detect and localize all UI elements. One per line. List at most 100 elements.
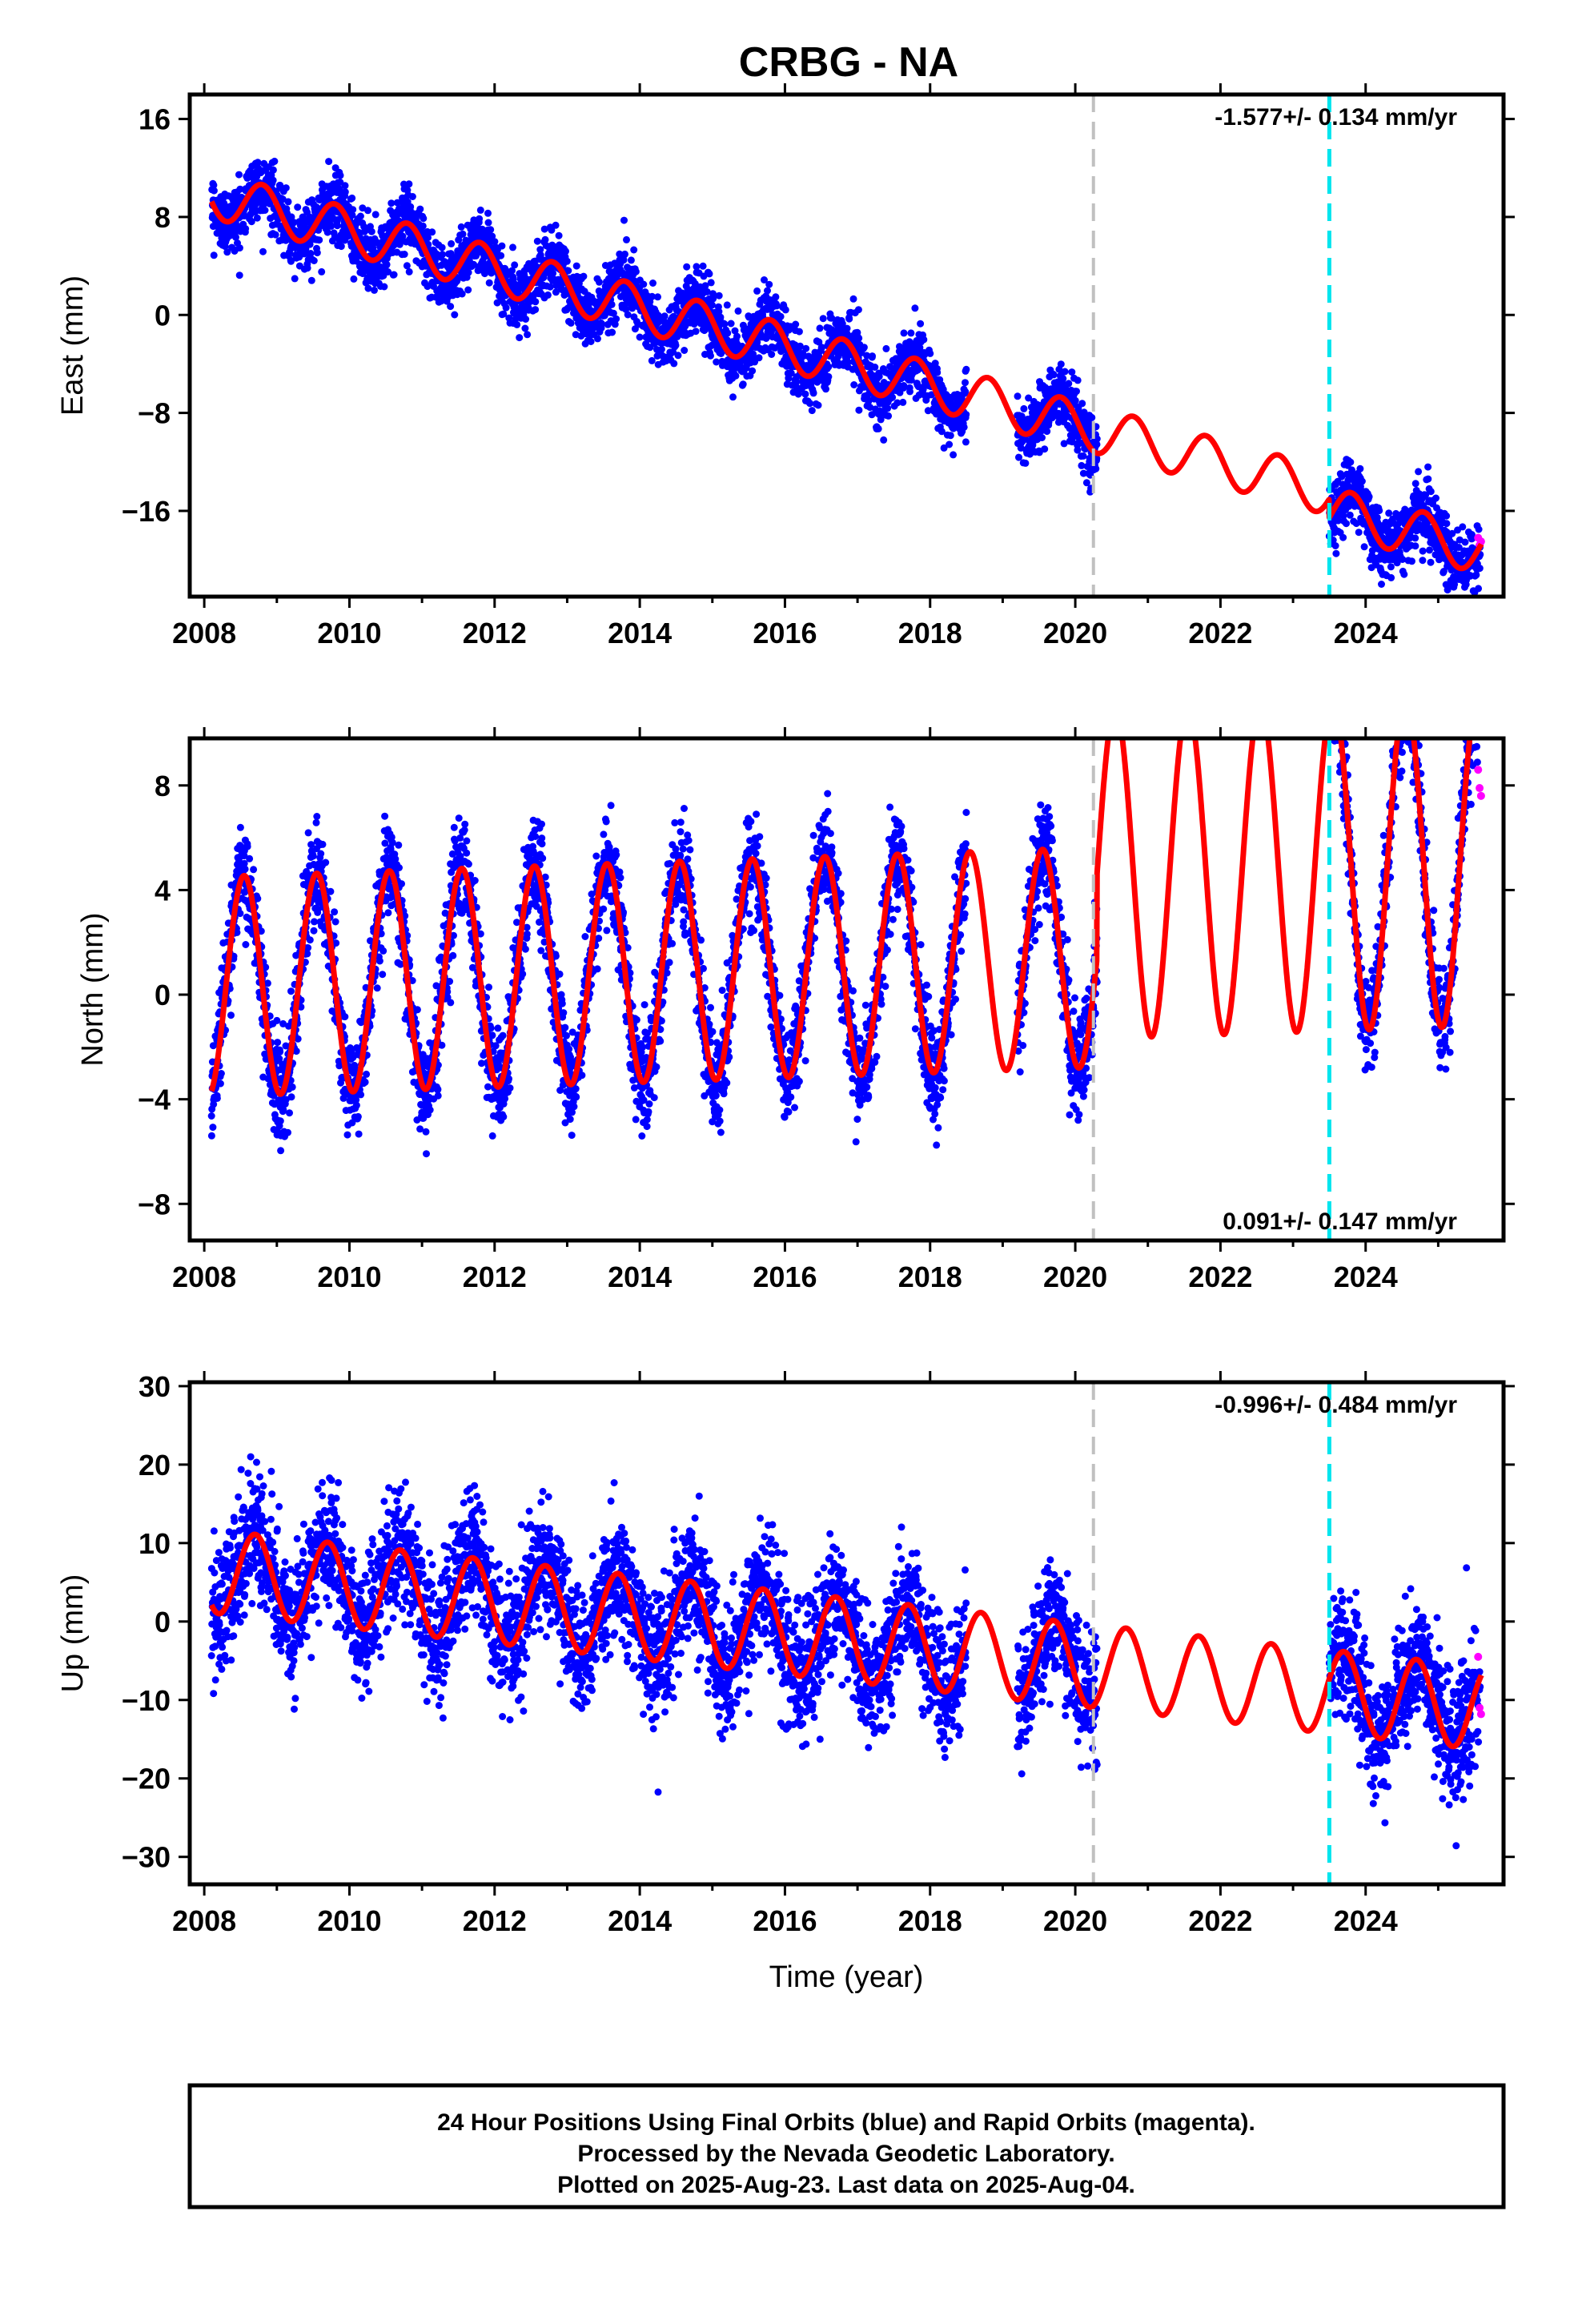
final-orbit-point-1059 xyxy=(447,303,455,311)
final-orbit-point-3333 xyxy=(962,388,970,396)
final-orbit-point-1827 xyxy=(620,256,628,264)
final-orbit-point-1499 xyxy=(544,291,552,299)
final-orbit-point-1656 xyxy=(580,272,588,280)
final-orbit-point-1487 xyxy=(541,235,549,243)
final-orbit-point-3372 xyxy=(1022,459,1030,467)
final-orbit-point-201 xyxy=(254,895,262,903)
final-orbit-point-1532 xyxy=(552,221,560,229)
final-orbit-point-4211 xyxy=(1443,512,1451,520)
x-tick-label: 2018 xyxy=(898,617,962,649)
final-orbit-point-1839 xyxy=(623,235,630,243)
final-orbit-point-2391 xyxy=(749,367,757,375)
final-orbit-point-886 xyxy=(407,203,415,211)
final-orbit-point-4030 xyxy=(1400,570,1408,578)
final-orbit-point-44 xyxy=(216,1080,224,1088)
final-orbit-point-484 xyxy=(318,267,326,275)
final-orbit-point-1690 xyxy=(587,338,595,345)
final-orbit-point-1484 xyxy=(540,225,548,233)
final-orbit-point-286 xyxy=(273,1016,281,1024)
final-orbit-point-3828 xyxy=(1356,464,1364,472)
final-orbit-point-2252 xyxy=(717,313,725,321)
final-orbit-point-1507 xyxy=(546,283,554,291)
final-orbit-point-4095 xyxy=(1415,468,1423,476)
final-orbit-point-2820 xyxy=(843,324,851,332)
x-tick-label: 2022 xyxy=(1188,617,1252,649)
final-orbit-point-2091 xyxy=(681,347,689,354)
final-orbit-point-660 xyxy=(356,212,364,220)
final-orbit-point-619 xyxy=(348,194,356,202)
final-orbit-point-1734 xyxy=(598,320,606,328)
final-orbit-point-1582 xyxy=(563,257,571,265)
final-orbit-point-4132 xyxy=(1424,463,1432,471)
final-orbit-point-1871 xyxy=(630,246,638,254)
final-orbit-point-2726 xyxy=(822,385,829,393)
final-orbit-point-1337 xyxy=(508,267,516,275)
final-orbit-point-4298 xyxy=(1463,601,1470,609)
final-orbit-point-147 xyxy=(242,225,250,233)
final-orbit-point-2931 xyxy=(869,352,876,360)
final-orbit-point-10 xyxy=(210,187,218,195)
final-orbit-point-47 xyxy=(217,1070,225,1077)
final-orbit-point-3332 xyxy=(962,379,969,387)
final-orbit-point-965 xyxy=(424,234,432,242)
final-orbit-point-2852 xyxy=(850,381,858,388)
final-orbit-point-512 xyxy=(323,228,331,236)
final-orbit-point-2637 xyxy=(802,344,810,352)
final-orbit-point-2503 xyxy=(773,302,781,310)
final-orbit-point-1262 xyxy=(491,238,499,246)
final-orbit-point-555 xyxy=(333,222,341,230)
final-orbit-point-3011 xyxy=(889,393,897,401)
final-orbit-point-881 xyxy=(405,267,413,275)
final-orbit-point-1776 xyxy=(608,300,616,308)
final-orbit-point-2413 xyxy=(753,287,761,295)
final-orbit-point-136 xyxy=(236,823,244,831)
final-orbit-point-423 xyxy=(303,264,311,272)
final-orbit-point-1991 xyxy=(657,345,665,353)
final-orbit-point-692 xyxy=(364,207,371,215)
final-orbit-point-851 xyxy=(399,232,407,240)
final-orbit-point-155 xyxy=(242,941,250,948)
final-orbit-point-1453 xyxy=(533,237,541,245)
final-orbit-point-2281 xyxy=(724,329,732,337)
final-orbit-point-3917 xyxy=(1375,507,1383,515)
x-tick-label: 2024 xyxy=(1334,617,1398,649)
final-orbit-point-288 xyxy=(271,231,279,239)
final-orbit-point-2953 xyxy=(874,424,882,432)
final-orbit-point-983 xyxy=(428,228,436,236)
final-orbit-point-3598 xyxy=(1073,388,1080,396)
final-orbit-point-3577 xyxy=(1068,368,1076,376)
final-orbit-point-329 xyxy=(282,184,290,192)
final-orbit-point-435 xyxy=(306,936,314,944)
final-orbit-point-4082 xyxy=(1411,542,1419,550)
final-orbit-point-2655 xyxy=(806,400,814,408)
final-orbit-point-870 xyxy=(403,262,411,270)
final-orbit-point-2297 xyxy=(727,320,735,328)
final-orbit-point-4083 xyxy=(1411,480,1419,488)
final-orbit-point-107 xyxy=(232,233,239,241)
final-orbit-point-944 xyxy=(420,215,428,223)
final-orbit-point-1079 xyxy=(451,311,459,319)
final-orbit-point-428 xyxy=(304,829,312,837)
final-orbit-point-1142 xyxy=(464,286,472,294)
final-orbit-point-1545 xyxy=(555,231,563,239)
final-orbit-point-3972 xyxy=(1387,573,1395,581)
final-orbit-point-3540 xyxy=(1059,375,1067,383)
final-orbit-point-3065 xyxy=(900,329,908,337)
final-orbit-point-2994 xyxy=(884,404,892,412)
final-orbit-point-1910 xyxy=(640,280,648,288)
final-orbit-point-317 xyxy=(279,195,287,203)
final-orbit-point-1844 xyxy=(624,311,632,319)
final-orbit-point-1442 xyxy=(532,306,540,314)
final-orbit-point-518 xyxy=(325,158,333,166)
final-orbit-point-1237 xyxy=(485,279,493,287)
final-orbit-point-1533 xyxy=(552,288,560,296)
final-orbit-point-587 xyxy=(341,182,349,190)
final-orbit-point-3721 xyxy=(1331,542,1339,549)
final-orbit-point-1828 xyxy=(620,216,628,224)
final-orbit-point-529 xyxy=(327,223,335,230)
final-orbit-point-3092 xyxy=(906,388,913,396)
final-orbit-point-440 xyxy=(307,276,315,284)
final-orbit-point-3283 xyxy=(950,451,958,459)
final-orbit-point-2269 xyxy=(721,320,729,328)
